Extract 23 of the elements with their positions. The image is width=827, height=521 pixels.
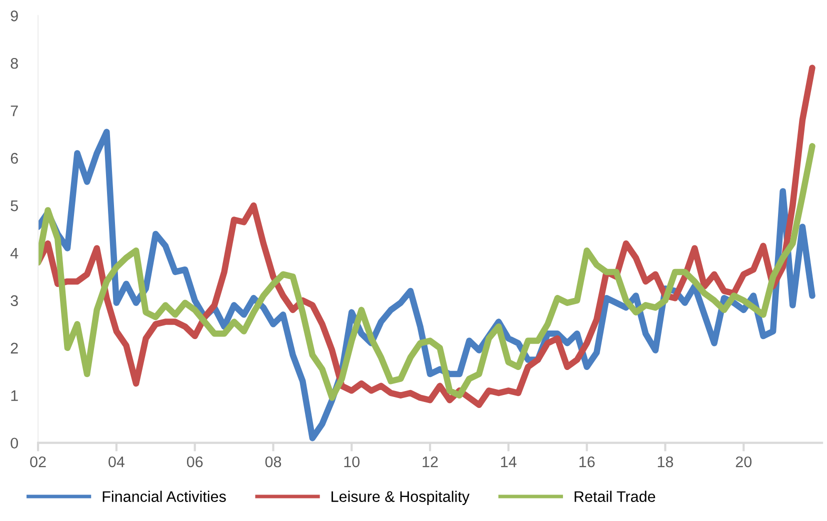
y-tick-label: 7 (10, 106, 18, 116)
x-tick-label: 10 (344, 456, 360, 468)
legend-label: Leisure & Hospitality (332, 490, 470, 506)
y-tick-label: 4 (10, 248, 18, 259)
legend-label: Financial Activities (102, 490, 226, 502)
y-tick-label: 2 (10, 342, 18, 354)
y-tick-label: 1 (11, 390, 18, 401)
x-tick-label: 04 (108, 456, 124, 468)
y-tick-label: 5 (10, 200, 18, 212)
x-tick-label: 06 (186, 456, 203, 468)
x-tick-label: 12 (422, 456, 438, 468)
legend-label: Retail Trade (574, 490, 656, 502)
y-tick-label: 6 (10, 152, 18, 164)
y-tick-label: 9 (10, 10, 18, 22)
y-tick-label: 8 (10, 58, 18, 69)
x-tick-label: 16 (580, 456, 595, 468)
x-tick-label: 18 (658, 456, 674, 468)
y-tick-label: 0 (10, 438, 18, 449)
x-tick-label: 08 (265, 456, 282, 468)
x-tick-label: 02 (30, 456, 46, 468)
x-tick-label: 20 (736, 456, 752, 468)
y-tick-label: 3 (10, 295, 18, 306)
x-tick-label: 14 (501, 456, 516, 468)
